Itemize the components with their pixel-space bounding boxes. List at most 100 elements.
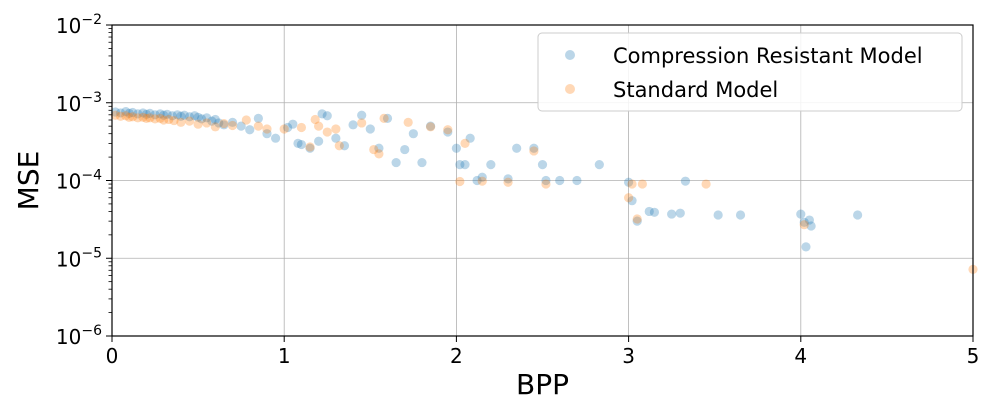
- point-compression-resistant: [150, 110, 160, 120]
- point-standard: [141, 113, 152, 123]
- x-tick-label: 1: [278, 344, 291, 368]
- point-standard: [503, 177, 513, 187]
- point-compression-resistant: [133, 109, 143, 119]
- point-compression-resistant: [572, 175, 582, 186]
- point-compression-resistant: [116, 108, 126, 118]
- point-compression-resistant: [124, 108, 134, 118]
- point-standard: [425, 122, 436, 132]
- point-standard: [310, 114, 320, 125]
- point-standard: [169, 115, 179, 126]
- point-standard: [159, 115, 169, 125]
- legend-label-standard: Standard Model: [613, 78, 778, 102]
- point-compression-resistant: [675, 208, 685, 218]
- point-compression-resistant: [322, 111, 332, 121]
- point-standard: [305, 142, 315, 152]
- point-compression-resistant: [627, 196, 637, 206]
- point-compression-resistant: [270, 133, 281, 143]
- point-compression-resistant: [179, 110, 189, 120]
- point-compression-resistant: [167, 111, 177, 121]
- point-compression-resistant: [190, 111, 200, 121]
- point-standard: [253, 121, 263, 131]
- point-compression-resistant: [451, 143, 461, 153]
- point-standard: [799, 220, 809, 230]
- point-compression-resistant: [853, 210, 863, 220]
- point-standard: [379, 113, 389, 123]
- point-compression-resistant: [460, 160, 470, 170]
- point-compression-resistant: [305, 143, 315, 153]
- point-standard: [262, 124, 272, 134]
- point-compression-resistant: [713, 210, 723, 220]
- point-compression-resistant: [503, 174, 513, 184]
- point-compression-resistant: [624, 177, 634, 187]
- point-compression-resistant: [296, 139, 307, 150]
- point-standard: [150, 114, 160, 124]
- point-compression-resistant: [537, 160, 548, 170]
- x-axis-title: BPP: [516, 368, 569, 401]
- point-compression-resistant: [227, 117, 238, 127]
- point-compression-resistant: [594, 160, 604, 170]
- point-compression-resistant: [184, 112, 195, 122]
- point-standard: [121, 111, 131, 121]
- point-compression-resistant: [400, 144, 410, 155]
- point-compression-resistant: [141, 109, 152, 119]
- point-compression-resistant: [804, 215, 815, 225]
- point-compression-resistant: [465, 133, 475, 143]
- point-compression-resistant: [207, 116, 217, 126]
- point-standard: [193, 119, 203, 129]
- y-tick-label: 10−5: [56, 245, 102, 271]
- y-tick-label: 10−4: [56, 168, 102, 194]
- point-compression-resistant: [801, 242, 811, 252]
- x-tick-label: 3: [622, 344, 635, 368]
- point-standard: [455, 176, 465, 187]
- point-compression-resistant: [667, 209, 677, 219]
- point-standard: [624, 193, 634, 203]
- point-compression-resistant: [796, 209, 806, 219]
- legend: Compression Resistant Model Standard Mod…: [537, 32, 963, 112]
- point-compression-resistant: [632, 216, 642, 226]
- point-compression-resistant: [317, 109, 327, 119]
- point-compression-resistant: [348, 120, 358, 130]
- point-standard: [176, 117, 186, 127]
- point-compression-resistant: [331, 133, 341, 143]
- point-standard: [443, 125, 453, 135]
- point-compression-resistant: [425, 121, 436, 131]
- point-standard: [210, 122, 220, 132]
- point-standard: [110, 110, 121, 120]
- point-compression-resistant: [314, 136, 324, 146]
- point-compression-resistant: [486, 160, 496, 170]
- point-standard: [637, 179, 647, 189]
- point-compression-resistant: [477, 172, 487, 182]
- point-compression-resistant: [680, 176, 691, 186]
- legend-marker-compression-resistant: [565, 50, 575, 60]
- point-compression-resistant: [245, 125, 255, 135]
- point-compression-resistant: [202, 113, 212, 123]
- point-compression-resistant: [357, 110, 367, 120]
- point-compression-resistant: [374, 143, 384, 153]
- point-standard: [219, 118, 229, 129]
- point-compression-resistant: [172, 110, 183, 120]
- point-compression-resistant: [110, 107, 121, 117]
- x-tick-label: 2: [450, 344, 463, 368]
- point-compression-resistant: [145, 108, 155, 118]
- point-compression-resistant: [214, 118, 224, 128]
- point-standard: [116, 111, 126, 121]
- legend-label-compression-resistant: Compression Resistant Model: [613, 44, 923, 68]
- point-compression-resistant: [391, 157, 401, 168]
- point-standard: [369, 144, 379, 155]
- point-compression-resistant: [176, 111, 186, 121]
- point-standard: [331, 124, 341, 134]
- point-standard: [477, 176, 487, 186]
- point-compression-resistant: [512, 143, 522, 153]
- x-tick-label: 5: [967, 344, 980, 368]
- point-standard: [279, 124, 289, 134]
- point-compression-resistant: [121, 106, 131, 117]
- point-compression-resistant: [293, 138, 303, 149]
- point-compression-resistant: [735, 210, 746, 220]
- point-standard: [701, 179, 711, 189]
- point-compression-resistant: [262, 129, 272, 139]
- point-standard: [529, 146, 539, 156]
- point-standard: [133, 113, 143, 123]
- point-compression-resistant: [365, 124, 375, 134]
- point-compression-resistant: [472, 175, 482, 186]
- point-compression-resistant: [210, 114, 220, 125]
